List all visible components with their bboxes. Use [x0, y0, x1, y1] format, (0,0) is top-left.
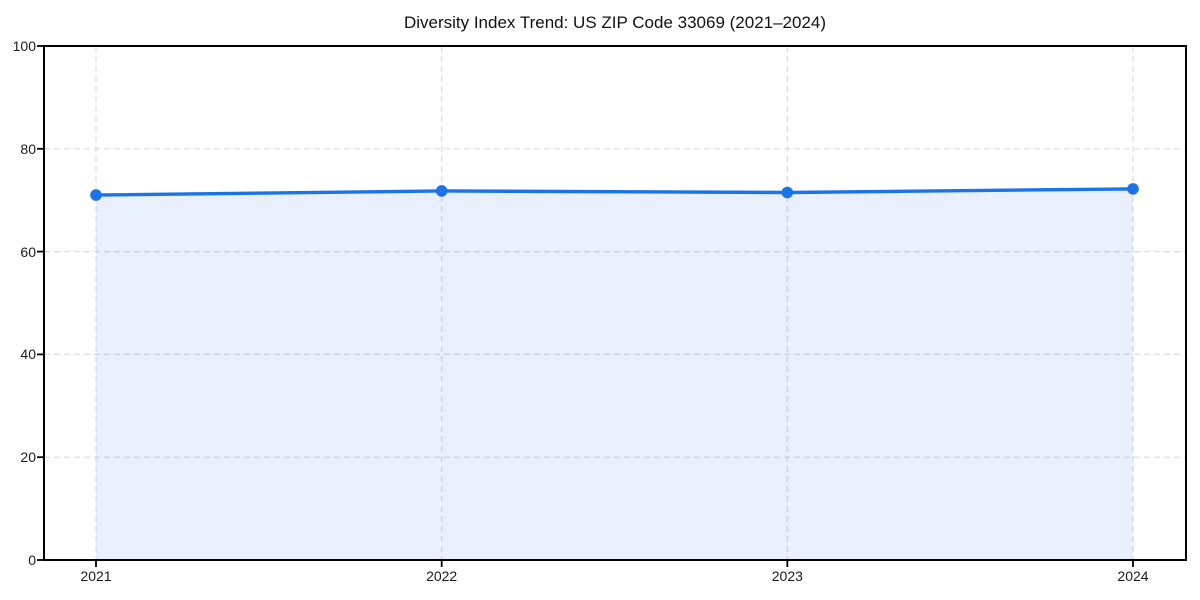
y-tick-label: 40	[20, 346, 36, 363]
trend-line	[94, 187, 1135, 197]
data-point-marker	[90, 189, 102, 201]
x-tick-label: 2023	[771, 568, 803, 584]
chart-title: Diversity Index Trend: US ZIP Code 33069…	[403, 13, 827, 32]
data-point-marker	[781, 186, 794, 199]
y-tick-label: 80	[20, 140, 36, 157]
y-tick-label: 20	[20, 449, 36, 466]
x-tick-label: 2024	[1117, 568, 1149, 584]
y-tick-label: 100	[12, 38, 36, 54]
data-point-marker	[435, 185, 448, 197]
y-tick-label: 60	[20, 243, 36, 260]
area-fill	[96, 188, 1133, 560]
data-point-marker	[1127, 183, 1139, 195]
axes-frame	[43, 45, 1187, 561]
x-tick-label: 2022	[426, 568, 458, 584]
y-tick-label: 0	[28, 552, 36, 568]
x-tick-label: 2021	[80, 568, 112, 584]
